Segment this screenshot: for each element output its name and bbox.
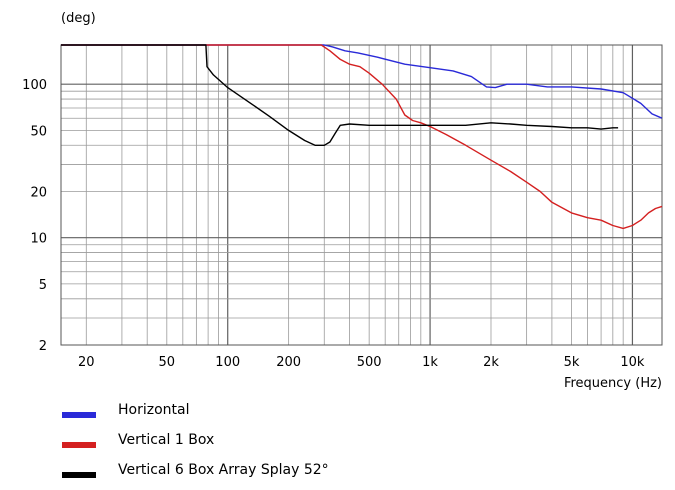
series-line-vertical-6-box-array-splay-52 <box>61 44 619 146</box>
x-tick-label: 10k <box>620 355 645 370</box>
x-tick-label: 200 <box>276 355 301 370</box>
x-tick-label: 100 <box>215 355 240 370</box>
x-tick-label: 500 <box>357 355 382 370</box>
series-line-vertical-1-box <box>61 44 663 230</box>
plot-frame <box>60 44 663 346</box>
x-tick-label: 2k <box>483 355 499 370</box>
y-tick-label: 100 <box>22 78 47 93</box>
y-axis-label: (deg) <box>61 11 96 26</box>
series-line-horizontal <box>61 44 663 119</box>
legend-swatch-horizontal <box>62 412 96 418</box>
x-axis-label: Frequency (Hz) <box>564 376 662 391</box>
legend-swatch-vertical-6-box <box>62 472 96 478</box>
x-tick-label: 50 <box>159 355 176 370</box>
legend-label-vertical-6-box: Vertical 6 Box Array Splay 52° <box>118 462 329 478</box>
y-tick-label: 20 <box>30 185 47 200</box>
y-tick-label: 5 <box>39 278 47 293</box>
plot-area <box>61 45 662 345</box>
x-tick-label: 5k <box>564 355 580 370</box>
legend-label-vertical-1-box: Vertical 1 Box <box>118 432 215 448</box>
y-tick-label: 10 <box>30 232 47 247</box>
y-tick-label: 50 <box>30 124 47 139</box>
x-tick-label: 1k <box>422 355 438 370</box>
legend-swatch-vertical-1-box <box>62 442 96 448</box>
x-tick-label: 20 <box>78 355 95 370</box>
legend-label-horizontal: Horizontal <box>118 402 190 418</box>
y-tick-label: 2 <box>39 339 47 354</box>
